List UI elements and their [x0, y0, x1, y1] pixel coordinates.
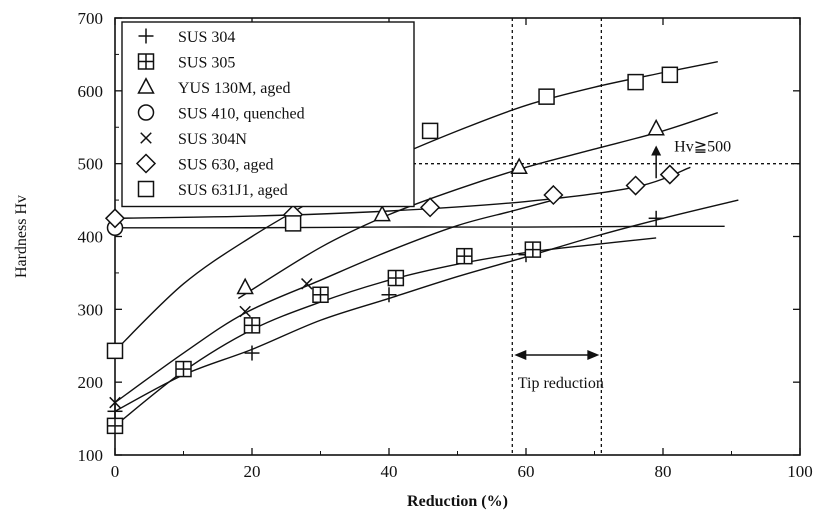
point-series-0 — [648, 210, 664, 226]
tip-arrow-right-head — [587, 350, 600, 360]
curve-series-0 — [114, 199, 739, 412]
marker-triangle — [137, 77, 155, 94]
point-series-1 — [312, 286, 329, 304]
annotations: Hv≧500 Tip reduction — [514, 139, 731, 392]
y-tick-label: 400 — [78, 228, 104, 247]
axis-labels: Reduction (%) Hardness Hv — [13, 195, 508, 510]
marker-box — [661, 66, 679, 84]
point-series-1 — [456, 247, 473, 265]
y-tick-label: 100 — [78, 446, 104, 465]
x-axis-label: Reduction (%) — [407, 493, 508, 510]
legend-label-3: SUS 410, quenched — [178, 106, 305, 123]
marker-stroke — [301, 278, 313, 290]
x-tick-label: 40 — [381, 462, 398, 481]
marker-box — [106, 342, 124, 360]
point-series-5 — [104, 208, 126, 229]
point-series-4 — [301, 278, 313, 290]
marker-diamond — [543, 184, 564, 206]
point-series-6 — [627, 73, 644, 91]
marker-diamond — [135, 153, 157, 174]
point-series-1 — [524, 241, 542, 258]
axes: 0 20 40 60 80 100 100 200 300 400 500 600 700 — [78, 9, 813, 481]
marker-diamond — [625, 175, 646, 196]
point-series-0 — [107, 403, 123, 419]
marker-triangle — [236, 277, 254, 295]
point-series-5 — [659, 164, 680, 185]
curve-series-4 — [114, 199, 554, 404]
marker-box — [421, 122, 439, 140]
legend-marker-6 — [137, 180, 155, 198]
x-tick-label: 0 — [111, 462, 120, 481]
legend-label-5: SUS 630, aged — [178, 157, 274, 174]
hv-label: Hv≧500 — [674, 139, 731, 156]
data-markers — [104, 66, 680, 435]
point-series-1 — [106, 417, 124, 435]
point-series-2 — [236, 277, 254, 295]
point-series-0 — [381, 287, 397, 303]
x-tick-label: 100 — [787, 462, 813, 481]
point-series-0 — [244, 345, 260, 361]
y-tick-label: 200 — [78, 373, 104, 392]
marker-box — [627, 73, 644, 91]
marker-box — [137, 180, 155, 198]
legend-label-1: SUS 305 — [178, 55, 235, 72]
legend-marker-3 — [137, 104, 155, 121]
point-series-4 — [239, 305, 251, 318]
point-series-6 — [661, 66, 679, 84]
point-series-6 — [284, 215, 302, 232]
legend: SUS 304 SUS 305 YUS 130M, aged SUS 410, que… — [121, 21, 415, 208]
y-tick-label: 700 — [78, 9, 104, 28]
reference-lines — [389, 18, 800, 455]
tip-label: Tip reduction — [518, 375, 604, 392]
curve-series-1 — [114, 237, 657, 427]
hv-arrow-head — [651, 145, 662, 156]
marker-stroke — [140, 132, 152, 144]
marker-diamond — [104, 208, 126, 229]
legend-label-6: SUS 631J1, aged — [178, 182, 288, 199]
legend-box — [121, 21, 415, 208]
marker-triangle — [647, 118, 665, 136]
point-series-6 — [538, 88, 555, 105]
y-tick-label: 500 — [78, 155, 104, 174]
point-series-1 — [175, 360, 192, 378]
marker-stroke — [109, 396, 121, 409]
curve-series-3 — [114, 225, 725, 229]
y-tick-label: 600 — [78, 82, 104, 101]
marker-stroke — [239, 305, 251, 318]
legend-marker-1 — [137, 53, 155, 70]
marker-circle — [137, 104, 155, 121]
point-series-6 — [106, 342, 124, 360]
legend-label-2: YUS 130M, aged — [178, 80, 290, 97]
legend-marker-4 — [140, 132, 152, 144]
point-series-2 — [510, 157, 528, 175]
point-series-5 — [625, 175, 646, 196]
point-series-2 — [373, 204, 391, 222]
point-series-1 — [243, 317, 261, 334]
point-series-6 — [421, 122, 439, 140]
marker-diamond — [659, 164, 680, 185]
marker-box — [538, 88, 555, 105]
point-series-5 — [420, 197, 441, 218]
point-series-2 — [647, 118, 665, 136]
marker-diamond — [420, 197, 441, 218]
legend-label-4: SUS 304N — [178, 131, 247, 148]
point-series-5 — [543, 184, 564, 206]
legend-label-0: SUS 304 — [178, 29, 235, 46]
legend-marker-2 — [137, 77, 155, 94]
point-series-1 — [387, 269, 405, 287]
marker-triangle — [510, 157, 528, 175]
point-series-4 — [109, 396, 121, 409]
marker-box — [284, 215, 302, 232]
legend-marker-0 — [138, 28, 154, 44]
y-axis-label: Hardness Hv — [13, 195, 30, 278]
x-tick-label: 80 — [655, 462, 672, 481]
legend-marker-5 — [135, 153, 157, 174]
tip-arrow-left-head — [514, 350, 527, 360]
marker-triangle — [373, 204, 391, 222]
y-tick-label: 300 — [78, 300, 104, 319]
x-tick-label: 60 — [518, 462, 535, 481]
x-tick-label: 20 — [244, 462, 261, 481]
